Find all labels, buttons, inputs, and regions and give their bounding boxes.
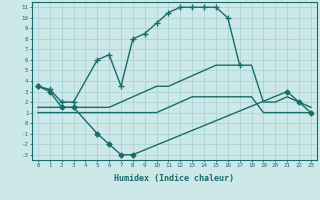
X-axis label: Humidex (Indice chaleur): Humidex (Indice chaleur) (115, 174, 234, 183)
